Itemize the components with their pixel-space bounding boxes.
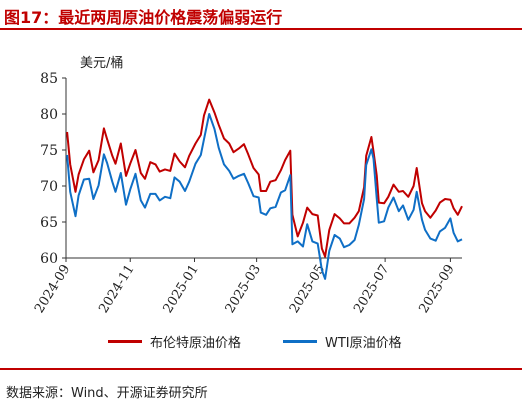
y-tick-label: 75	[40, 143, 58, 159]
x-tick-label: 2024-11	[96, 262, 137, 316]
legend-item-wti: WTI原油价格	[283, 332, 402, 351]
x-tick-label: 2025-03	[223, 262, 264, 316]
legend-item-brent: 布伦特原油价格	[108, 332, 241, 351]
series-line-brent	[66, 98, 463, 258]
source-note: 数据来源：Wind、开源证券研究所	[6, 386, 208, 401]
legend-label-brent: 布伦特原油价格	[150, 336, 242, 351]
price-line-chart: 60 65 70 75 80 85 2024-09 2024-11 2025-01 2025-03…	[32, 71, 463, 316]
legend-label-wti: WTI原油价格	[325, 336, 402, 351]
legend-swatch-wti	[283, 340, 317, 343]
x-tick-label: 2025-01	[161, 262, 202, 316]
y-axis-unit-label: 美元/桶	[80, 56, 124, 71]
figure-header: 图17：最近两周原油价格震荡偏弱运行	[0, 0, 522, 31]
title-rule	[0, 28, 522, 30]
x-tick-label: 2025-07	[351, 262, 392, 316]
series-line-wti	[66, 113, 463, 280]
y-tick-label: 60	[40, 251, 58, 267]
footer-rule	[0, 368, 522, 370]
y-tick-label: 70	[40, 179, 58, 195]
y-tick-label: 80	[40, 107, 58, 123]
x-tick-label: 2025-09	[416, 262, 457, 316]
x-tick-label: 2024-09	[32, 262, 73, 316]
y-tick-label: 65	[40, 215, 58, 231]
legend-swatch-brent	[108, 340, 142, 343]
figure-title: 图17：最近两周原油价格震荡偏弱运行	[4, 8, 283, 27]
y-tick-label: 85	[40, 71, 58, 87]
